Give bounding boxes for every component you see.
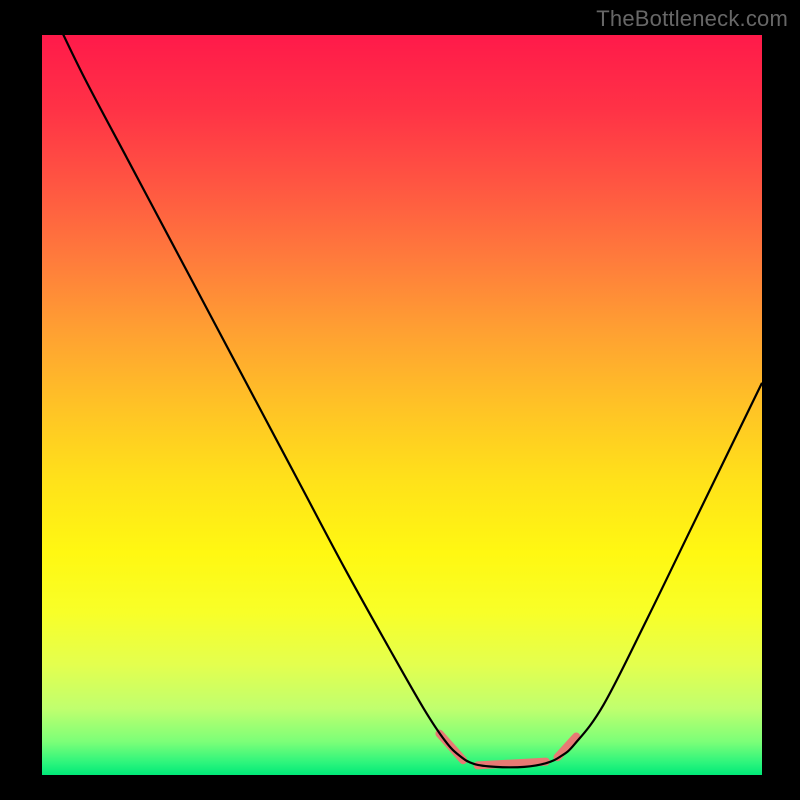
bottleneck-curve (56, 35, 762, 767)
highlight-segments (439, 734, 576, 766)
chart-plot-area (42, 35, 762, 775)
chart-curve-layer (42, 35, 762, 775)
watermark-text: TheBottleneck.com (596, 6, 788, 32)
